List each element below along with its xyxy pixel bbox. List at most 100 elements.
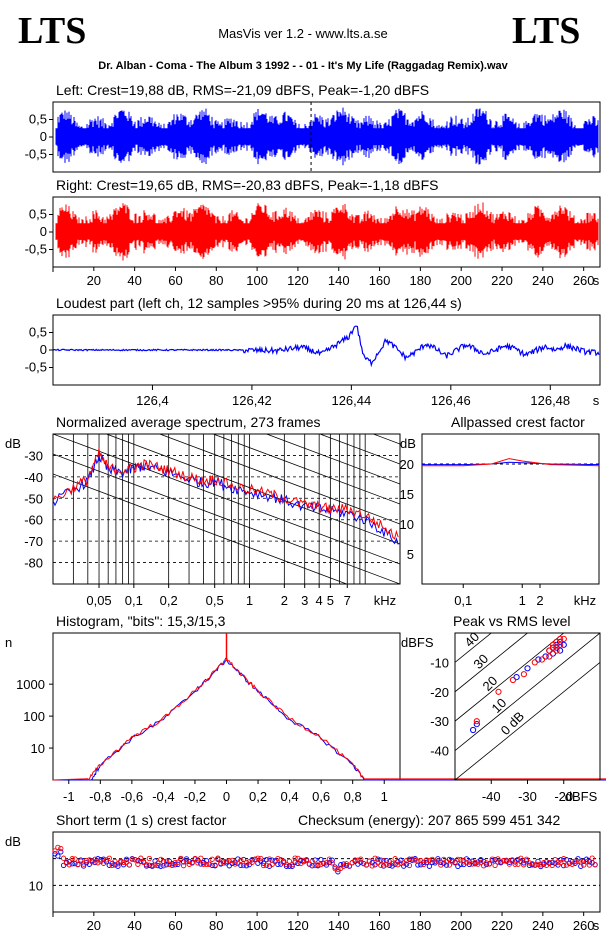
shortterm-point-right [415,858,421,864]
shortterm-point-left [526,862,533,869]
peakrms-point-right [531,659,538,666]
shortterm-point-right [83,857,90,864]
shortterm-point-right [418,857,424,864]
shortterm-point-right [549,862,555,869]
shortterm-point-right [92,856,98,862]
shortterm-point-right [506,861,513,867]
shortterm-point-right [380,858,387,864]
spectrum-plot [53,234,400,584]
short_term_crest-xtick-label: 20 [87,918,101,933]
shortterm-point-right [369,863,375,869]
shortterm-point-right [158,856,164,863]
allpass-series-left [422,461,600,466]
logo-right: LTS [512,10,581,52]
shortterm-point-right [575,858,581,865]
shortterm-point-right [498,859,504,865]
shortterm-point-right [432,858,438,864]
shortterm-point-right [175,859,181,865]
spectrum-ytick-label: -70 [24,534,43,549]
shortterm-point-left [180,859,187,865]
shortterm-point-right [160,863,167,869]
peakrms-point-right [509,676,517,684]
spectrum-diagonal [53,234,400,364]
shortterm-point-right [532,862,538,868]
shortterm-point-right [458,857,464,863]
shortterm-point-right [123,859,130,865]
allpass-xtick-label: 0,1 [454,593,472,608]
shortterm-point-right [509,857,515,863]
shortterm-point-left [135,858,141,864]
shortterm-point-right [303,857,310,864]
shortterm-point-left [535,858,541,865]
file-title: Dr. Alban - Coma - The Album 3 1992 - - … [98,60,508,72]
shortterm-point-right [235,860,241,867]
histogram-xtick-label: -0,4 [152,789,174,804]
shortterm-point-left [466,861,473,868]
shortterm-point-right [249,859,255,865]
spectrum-xunit: kHz [374,593,396,608]
shortterm-point-right [78,858,84,864]
shortterm-point-right [558,859,564,866]
peakrms-point-left [473,721,480,728]
spectrum-xtick-label: 2 [281,593,288,608]
shortterm-point-right [326,856,333,862]
shortterm-point-right [403,858,410,864]
shortterm-point-left [495,859,501,865]
shortterm-point-left [155,862,161,869]
allpass-xtick-label: 1 [519,593,526,608]
short_term_crest-xtick-label: 180 [410,918,432,933]
shortterm-point-left [380,863,387,869]
spectrum-diagonal [53,434,400,565]
shortterm-point-right [449,859,455,865]
shortterm-point-right [378,862,384,868]
shortterm-point-right [103,857,110,863]
loudest-ytick-label: -0,5 [25,360,47,375]
peakrms-point-right [546,647,553,654]
left_waveform-envelope [55,107,599,166]
shortterm-point-right [212,862,218,868]
shortterm-point-right [398,860,404,866]
peakrms-ylabel: dBFS [401,635,434,650]
shortterm-point-right [260,862,267,869]
shortterm-point-right [592,862,598,868]
spectrum-xtick-label: 0,1 [125,593,143,608]
shortterm-point-right [106,855,112,861]
short_term_crest-xtick-label: 220 [491,918,513,933]
right_waveform-xtick-label: 20 [87,273,101,288]
spectrum-xtick-label: 4 [316,593,323,608]
shortterm-point-left [58,849,64,855]
allpass-xtick-label: 2 [536,593,543,608]
histogram-xtick-label: -0,2 [184,789,206,804]
peakrms-ytick-label: -40 [430,744,449,759]
shortterm-point-right [252,856,258,862]
shortterm-point-right [243,859,250,866]
histogram-xtick-label: 0 [223,789,230,804]
spectrum-diagonal [53,473,348,584]
shortterm-point-right [146,855,152,862]
loudest-series-left [52,325,600,368]
shortterm-point-left [335,869,341,875]
shortterm-point-right [526,860,533,866]
short_term_crest-xtick-label: 80 [209,918,223,933]
spectrum-title: Normalized average spectrum, 273 frames [56,414,321,430]
shortterm-point-left [398,857,404,863]
shortterm-point-right [226,858,232,864]
spectrum-xtick-label: 0,05 [86,593,111,608]
peakrms-diagonal [455,661,600,780]
peakrms-point-right [473,718,480,725]
peakrms-point-right [520,671,528,678]
shortterm-point-right [572,858,578,864]
shortterm-point-left [586,859,593,865]
right_waveform-xtick-label: 180 [410,273,432,288]
shortterm-point-right [489,856,495,862]
shortterm-point-left [583,856,590,862]
shortterm-point-right [58,845,64,852]
right_waveform-xtick-label: 220 [491,273,513,288]
peakrms-xtick-label: -40 [482,789,501,804]
histogram-xtick-label: -0,8 [89,789,111,804]
shortterm-point-right [438,862,444,868]
logo-left: LTS [18,10,87,52]
shortterm-point-right [446,862,453,868]
shortterm-point-right [266,856,273,862]
histogram-xtick-label: 0,2 [249,789,267,804]
